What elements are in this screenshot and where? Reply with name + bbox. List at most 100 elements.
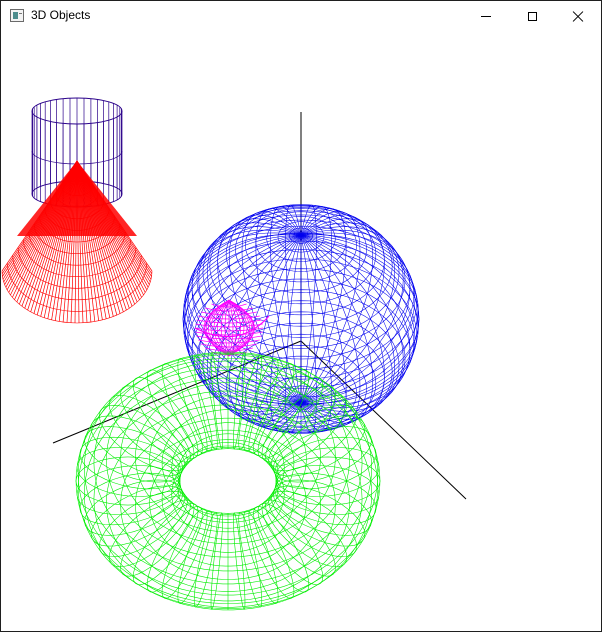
- small-sphere-longitude: [203, 299, 230, 357]
- cone-ring: [49, 200, 105, 220]
- sphere-longitude: [198, 226, 302, 403]
- torus-wireframe: [75, 351, 381, 611]
- sphere-longitude: [300, 222, 395, 403]
- window-title: 3D Objects: [31, 8, 91, 22]
- sphere-longitude: [300, 235, 361, 427]
- small-sphere-longitude: [208, 299, 230, 357]
- cone-ring: [33, 223, 121, 254]
- cone-ring: [12, 255, 142, 301]
- sphere-longitude: [191, 229, 302, 403]
- sphere-longitude: [300, 232, 416, 403]
- close-button[interactable]: [555, 1, 601, 32]
- torus-parallel: [135, 382, 321, 533]
- torus-parallel: [149, 439, 307, 567]
- minimize-button[interactable]: [463, 1, 509, 32]
- torus-parallel: [135, 429, 321, 580]
- sphere-longitude: [300, 214, 374, 403]
- sphere-longitude: [270, 206, 302, 403]
- torus-parallel: [149, 395, 307, 523]
- sphere-longitude: [300, 226, 404, 403]
- sphere-longitude: [300, 235, 416, 406]
- maximize-button[interactable]: [509, 1, 555, 32]
- small-sphere-longitude: [217, 299, 230, 357]
- cone-ring: [60, 184, 94, 197]
- cone-ring: [39, 215, 115, 243]
- sphere-longitude: [217, 218, 302, 403]
- sphere-longitude: [300, 235, 317, 434]
- small-sphere-longitude: [228, 299, 248, 357]
- torus-parallel: [177, 447, 279, 529]
- sphere-longitude: [186, 235, 302, 406]
- sphere-longitude: [191, 235, 302, 409]
- sphere-longitude: [255, 235, 302, 430]
- sphere-longitude: [207, 235, 302, 416]
- cone-ring: [23, 239, 131, 277]
- sphere-longitude: [300, 234, 419, 403]
- small-sphere-ring: [194, 315, 270, 338]
- sphere-longitude: [300, 211, 361, 403]
- small-sphere-longitude: [224, 299, 230, 357]
- sphere-longitude: [217, 235, 302, 420]
- torus-parallel: [161, 445, 295, 553]
- cone-ring: [71, 168, 83, 173]
- small-sphere-longitude: [228, 299, 245, 357]
- small-sphere-longitude: [213, 299, 230, 357]
- sphere-longitude: [241, 235, 302, 427]
- torus-meridian: [84, 426, 184, 483]
- small-sphere-longitude: [228, 299, 234, 357]
- torus-parallel: [177, 433, 279, 515]
- torus-parallel: [77, 366, 379, 609]
- sphere-longitude: [207, 222, 302, 403]
- sphere-longitude: [300, 235, 404, 412]
- cone-ring: [65, 176, 89, 185]
- torus-parallel: [106, 404, 350, 602]
- cone-ring: [7, 263, 147, 312]
- sphere-longitude: [300, 218, 385, 403]
- sphere-longitude: [228, 235, 302, 424]
- torus-parallel: [77, 353, 379, 596]
- torus-parallel: [83, 377, 372, 611]
- sphere-longitude: [300, 204, 317, 403]
- sphere-longitude: [300, 235, 347, 430]
- torus-parallel: [106, 360, 350, 558]
- cone-ring: [17, 247, 137, 289]
- torus-parallel: [120, 417, 336, 592]
- torus-meridian: [272, 426, 372, 483]
- sphere-longitude: [300, 235, 374, 424]
- torus-parallel: [83, 351, 372, 585]
- axis-right: [300, 340, 467, 500]
- torus-parallel: [93, 390, 363, 608]
- render-canvas[interactable]: [1, 32, 601, 631]
- torus-meridian: [75, 456, 181, 506]
- sphere-longitude: [255, 208, 302, 403]
- torus-meridian: [84, 479, 184, 536]
- torus-parallel: [171, 448, 285, 540]
- title-bar[interactable]: 3D Objects: [1, 1, 601, 32]
- small-sphere-longitude: [228, 299, 241, 357]
- torus-parallel: [179, 442, 277, 520]
- maximize-icon: [527, 12, 537, 21]
- sphere-longitude: [300, 208, 347, 403]
- cone-dense-area: [17, 161, 137, 236]
- small-sphere-longitude: [228, 299, 250, 357]
- cone-wireframe: [1, 160, 153, 324]
- cone-apex: [54, 160, 100, 207]
- torus-meridian: [275, 456, 381, 506]
- small-sphere-longitude: [210, 299, 230, 357]
- sphere-longitude: [300, 229, 411, 403]
- close-icon: [572, 11, 584, 23]
- minimize-icon: [481, 16, 491, 17]
- cone-ring: [28, 231, 126, 266]
- sphere-wireframe: [182, 204, 420, 434]
- sphere-longitude: [228, 214, 302, 403]
- torus-parallel: [75, 358, 381, 604]
- cone-ring: [1, 270, 153, 324]
- sphere-longitude: [285, 204, 302, 403]
- cylinder-wireframe: [31, 97, 123, 208]
- sphere-longitude: [300, 206, 332, 403]
- sphere-longitude: [300, 235, 385, 420]
- scene-svg: [1, 97, 467, 611]
- cone-ring: [44, 208, 110, 231]
- app-window-icon[interactable]: [10, 9, 24, 22]
